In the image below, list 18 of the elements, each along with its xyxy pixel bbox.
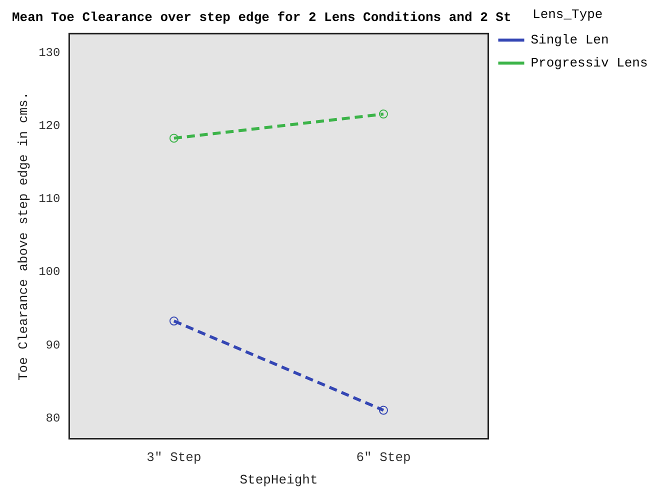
x-tick-label: 3" Step (146, 450, 202, 466)
y-tick-label: 80 (46, 411, 60, 426)
y-tick-label: 130 (38, 46, 60, 60)
point (169, 316, 178, 326)
point (378, 110, 388, 119)
point (169, 134, 178, 143)
y-tick-label: 120 (38, 118, 60, 133)
y-tick-label: 100 (38, 265, 60, 280)
point (378, 406, 388, 415)
legend-title: Lens_Type (532, 6, 603, 22)
y-tick-label: 90 (46, 338, 60, 352)
y-tick-label: 110 (38, 192, 60, 206)
x-tick-label: 6" Step (356, 450, 411, 466)
legend-label: Single Len (530, 32, 609, 48)
y-axis-title: Toe Clearance above step edge in cms. (16, 92, 32, 381)
chart-title: Mean Toe Clearance over step edge for 2 Lens Conditions and 2 St (12, 10, 512, 26)
x-axis-title: StepHeight (240, 472, 318, 488)
legend-label: Progressiv Lens (530, 56, 648, 71)
